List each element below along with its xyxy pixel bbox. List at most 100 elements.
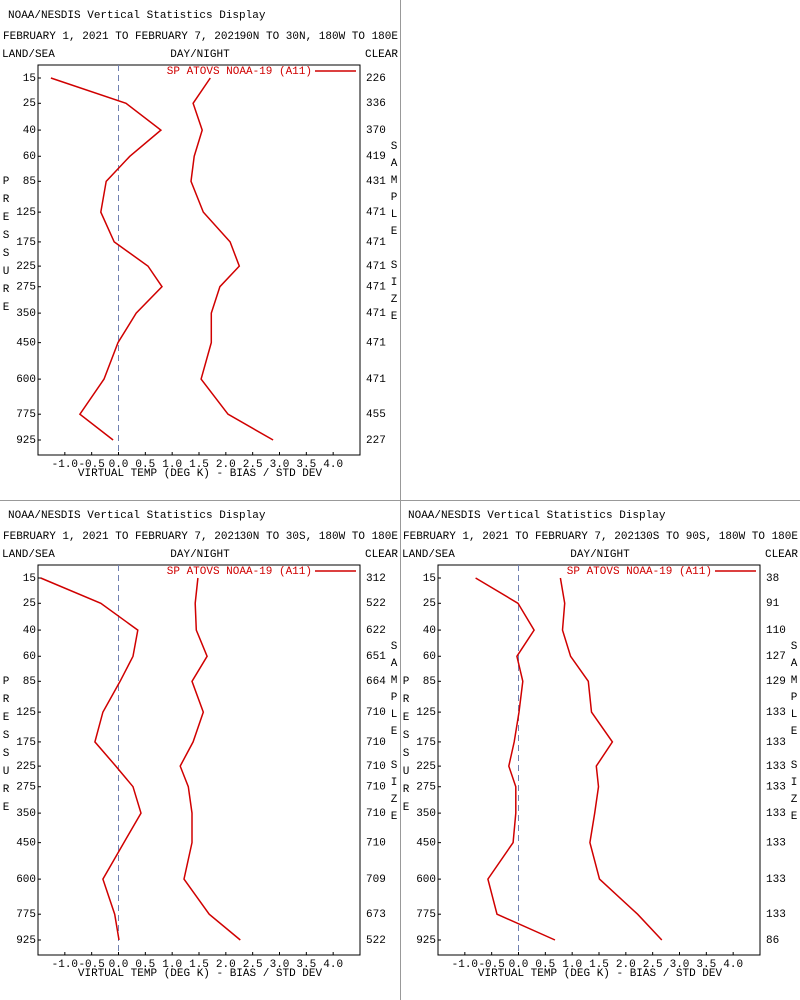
- pressure-label: 450: [16, 338, 36, 350]
- pressure-label: 40: [423, 625, 436, 637]
- x-tick-label: 3.5: [296, 459, 316, 471]
- x-tick-label: 0.5: [135, 959, 155, 971]
- x-tick-label: -1.0: [52, 959, 78, 971]
- pressure-label: 350: [16, 808, 36, 820]
- x-tick-label: 0.5: [135, 459, 155, 471]
- surface-label: LAND/SEA: [2, 49, 55, 61]
- x-tick-label: 3.0: [270, 459, 290, 471]
- pressure-label: 25: [423, 598, 436, 610]
- pressure-label: 125: [16, 707, 36, 719]
- pressure-label: 125: [16, 207, 36, 219]
- pressure-label: 225: [16, 761, 36, 773]
- sample-size-label: 522: [366, 935, 386, 947]
- pressure-label: 925: [16, 435, 36, 447]
- surface-label: LAND/SEA: [402, 549, 455, 561]
- x-tick-label: 4.0: [723, 959, 743, 971]
- x-tick-label: 0.0: [109, 959, 129, 971]
- pressure-label: 85: [23, 676, 36, 688]
- sample-size-label: 455: [366, 409, 386, 421]
- sample-size-label: 38: [766, 573, 779, 585]
- std_dev-line: [559, 577, 663, 941]
- pressure-label: 275: [416, 782, 436, 794]
- sample-size-label: 133: [766, 874, 786, 886]
- sky-label: CLEAR: [765, 549, 798, 561]
- pressure-label: 600: [16, 374, 36, 386]
- pressure-label: 60: [23, 151, 36, 163]
- chart-title: NOAA/NESDIS Vertical Statistics Display: [8, 10, 266, 22]
- sample-size-label: 86: [766, 935, 779, 947]
- pressure-label: 600: [416, 874, 436, 886]
- sample-size-label: 522: [366, 598, 386, 610]
- x-tick-label: 4.0: [323, 959, 343, 971]
- pressure-label: 85: [423, 676, 436, 688]
- sample-size-label: 709: [366, 874, 386, 886]
- sample-size-label: 226: [366, 73, 386, 85]
- sample-size-label: 431: [366, 176, 386, 188]
- legend-label: SP ATOVS NOAA-19 (A11): [167, 566, 312, 578]
- date-range: FEBRUARY 1, 2021 TO FEBRUARY 7, 2021: [403, 531, 641, 543]
- x-tick-label: -1.0: [452, 959, 478, 971]
- sample-size-label: 133: [766, 737, 786, 749]
- x-tick-label: 2.0: [216, 459, 236, 471]
- panel: NOAA/NESDIS Vertical Statistics Display F…: [2, 510, 398, 980]
- region: 30N TO 30S, 180W TO 180E: [240, 531, 399, 543]
- sample-size-label: 133: [766, 782, 786, 794]
- x-tick-label: -0.5: [78, 959, 104, 971]
- panel: NOAA/NESDIS Vertical Statistics Display F…: [2, 10, 398, 480]
- pressure-label: 775: [416, 909, 436, 921]
- pressure-label: 600: [16, 874, 36, 886]
- sample-size-label: 129: [766, 676, 786, 688]
- x-tick-label: 1.0: [162, 459, 182, 471]
- x-tick-label: 3.5: [696, 959, 716, 971]
- sample-size-label: 110: [766, 625, 786, 637]
- pressure-label: 450: [16, 838, 36, 850]
- panel: NOAA/NESDIS Vertical Statistics Display F…: [402, 510, 798, 980]
- x-tick-label: 0.5: [535, 959, 555, 971]
- sample-size-label: 710: [366, 761, 386, 773]
- x-tick-label: 3.5: [296, 959, 316, 971]
- sample-size-label: 710: [366, 808, 386, 820]
- sample-size-label: 471: [366, 261, 386, 273]
- pressure-label: 25: [23, 598, 36, 610]
- pressure-label: 175: [416, 737, 436, 749]
- x-tick-label: 1.0: [562, 959, 582, 971]
- x-axis-label: VIRTUAL TEMP (DEG K) - BIAS / STD DEV: [78, 468, 323, 480]
- sample-size-label: 133: [766, 838, 786, 850]
- region: 90N TO 30N, 180W TO 180E: [240, 31, 399, 43]
- time-label: DAY/NIGHT: [170, 549, 230, 561]
- x-tick-label: 2.0: [216, 959, 236, 971]
- pressure-label: 175: [16, 737, 36, 749]
- plot-frame: [37, 564, 361, 956]
- legend-label: SP ATOVS NOAA-19 (A11): [567, 566, 712, 578]
- pressure-label: 925: [16, 935, 36, 947]
- x-tick-label: 2.5: [643, 959, 663, 971]
- pressure-label: 125: [416, 707, 436, 719]
- pressure-label: 275: [16, 282, 36, 294]
- sample-size-label: 471: [366, 207, 386, 219]
- sample-size-label: 471: [366, 338, 386, 350]
- sample-size-label: 471: [366, 282, 386, 294]
- x-axis-label: VIRTUAL TEMP (DEG K) - BIAS / STD DEV: [478, 968, 723, 980]
- sample-size-label: 133: [766, 808, 786, 820]
- sample-size-label: 673: [366, 909, 386, 921]
- x-tick-label: 1.5: [589, 959, 609, 971]
- x-axis-label: VIRTUAL TEMP (DEG K) - BIAS / STD DEV: [78, 968, 323, 980]
- pressure-label: 60: [423, 651, 436, 663]
- pressure-label: 15: [23, 573, 36, 585]
- sample-size-label: 133: [766, 761, 786, 773]
- pressure-label: 40: [23, 125, 36, 137]
- pressure-label: 15: [23, 73, 36, 85]
- sample-size-label: 651: [366, 651, 386, 663]
- pressure-label: 350: [16, 308, 36, 320]
- pressure-label: 175: [16, 237, 36, 249]
- sample-size-label: 370: [366, 125, 386, 137]
- x-tick-label: 0.0: [109, 459, 129, 471]
- sample-size-label: 133: [766, 909, 786, 921]
- sample-size-label: 710: [366, 707, 386, 719]
- x-tick-label: 1.5: [189, 959, 209, 971]
